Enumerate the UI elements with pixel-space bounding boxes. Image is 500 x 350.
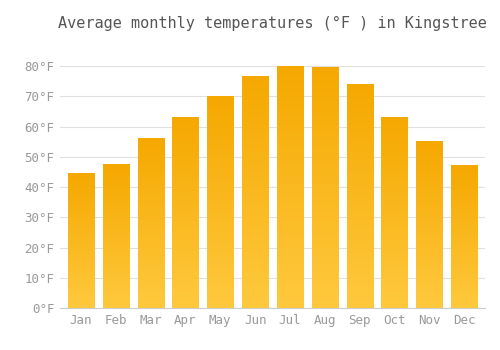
Title: Average monthly temperatures (°F ) in Kingstree: Average monthly temperatures (°F ) in Ki…: [58, 16, 487, 31]
